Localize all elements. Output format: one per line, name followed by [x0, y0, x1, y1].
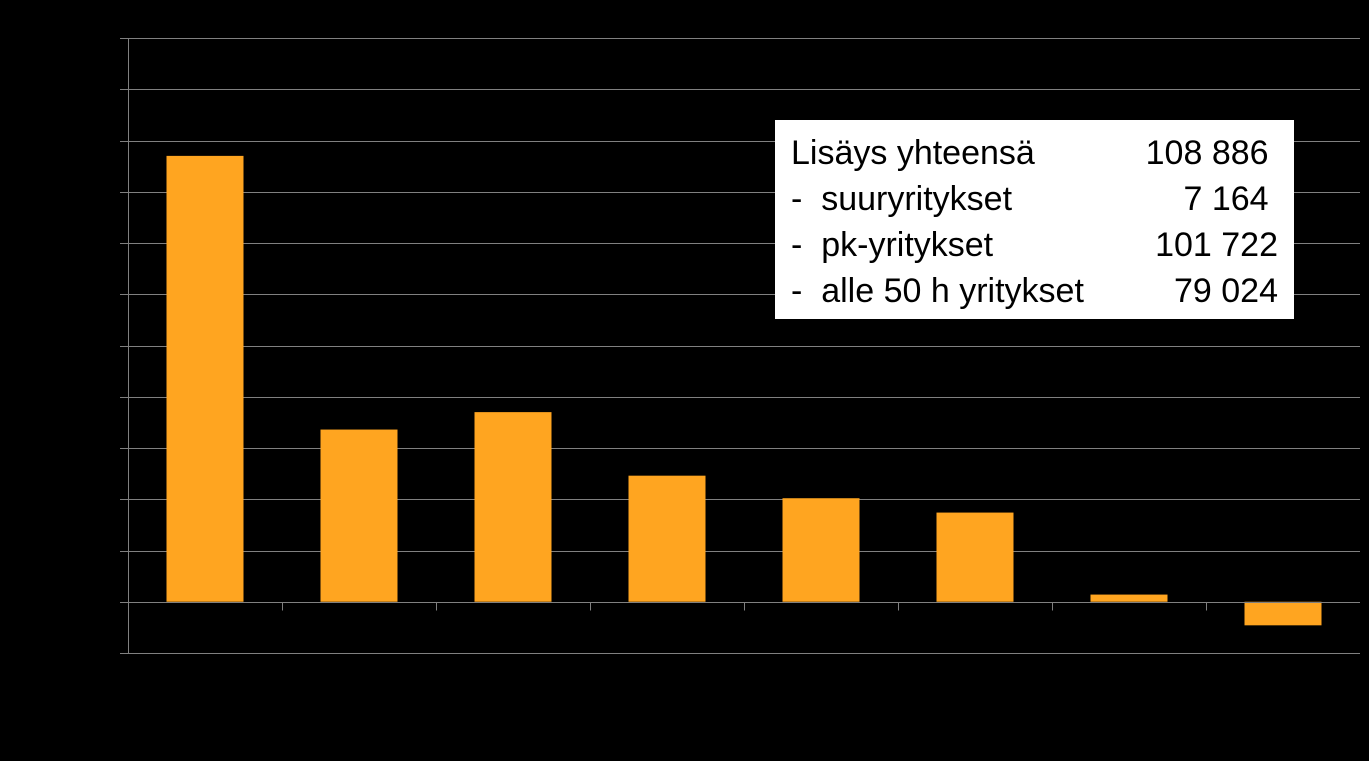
summary-value: 101 722	[1155, 226, 1278, 264]
bar	[320, 429, 398, 602]
summary-value: 108 886	[1145, 134, 1278, 172]
bar	[936, 512, 1014, 602]
summary-label: Lisäys yhteensä	[791, 134, 1035, 172]
bar	[628, 475, 706, 602]
bars	[166, 155, 1322, 626]
bar	[474, 412, 552, 602]
bar	[782, 498, 860, 602]
axes	[120, 38, 1360, 654]
summary-row-small: - alle 50 h yritykset 79 024	[791, 268, 1278, 314]
bar	[1090, 594, 1168, 602]
summary-value: 7 164	[1183, 180, 1278, 218]
summary-label: - suuryritykset	[791, 180, 1013, 218]
summary-row-large: - suuryritykset 7 164	[791, 176, 1278, 222]
summary-label: - alle 50 h yritykset	[791, 272, 1084, 310]
summary-value: 79 024	[1174, 272, 1278, 310]
summary-box: Lisäys yhteensä 108 886 - suuryritykset …	[775, 120, 1294, 319]
summary-label: - pk-yritykset	[791, 226, 994, 264]
bar	[166, 155, 244, 602]
bar	[1244, 601, 1322, 626]
summary-row-sme: - pk-yritykset 101 722	[791, 222, 1278, 268]
summary-row-total: Lisäys yhteensä 108 886	[791, 130, 1278, 176]
